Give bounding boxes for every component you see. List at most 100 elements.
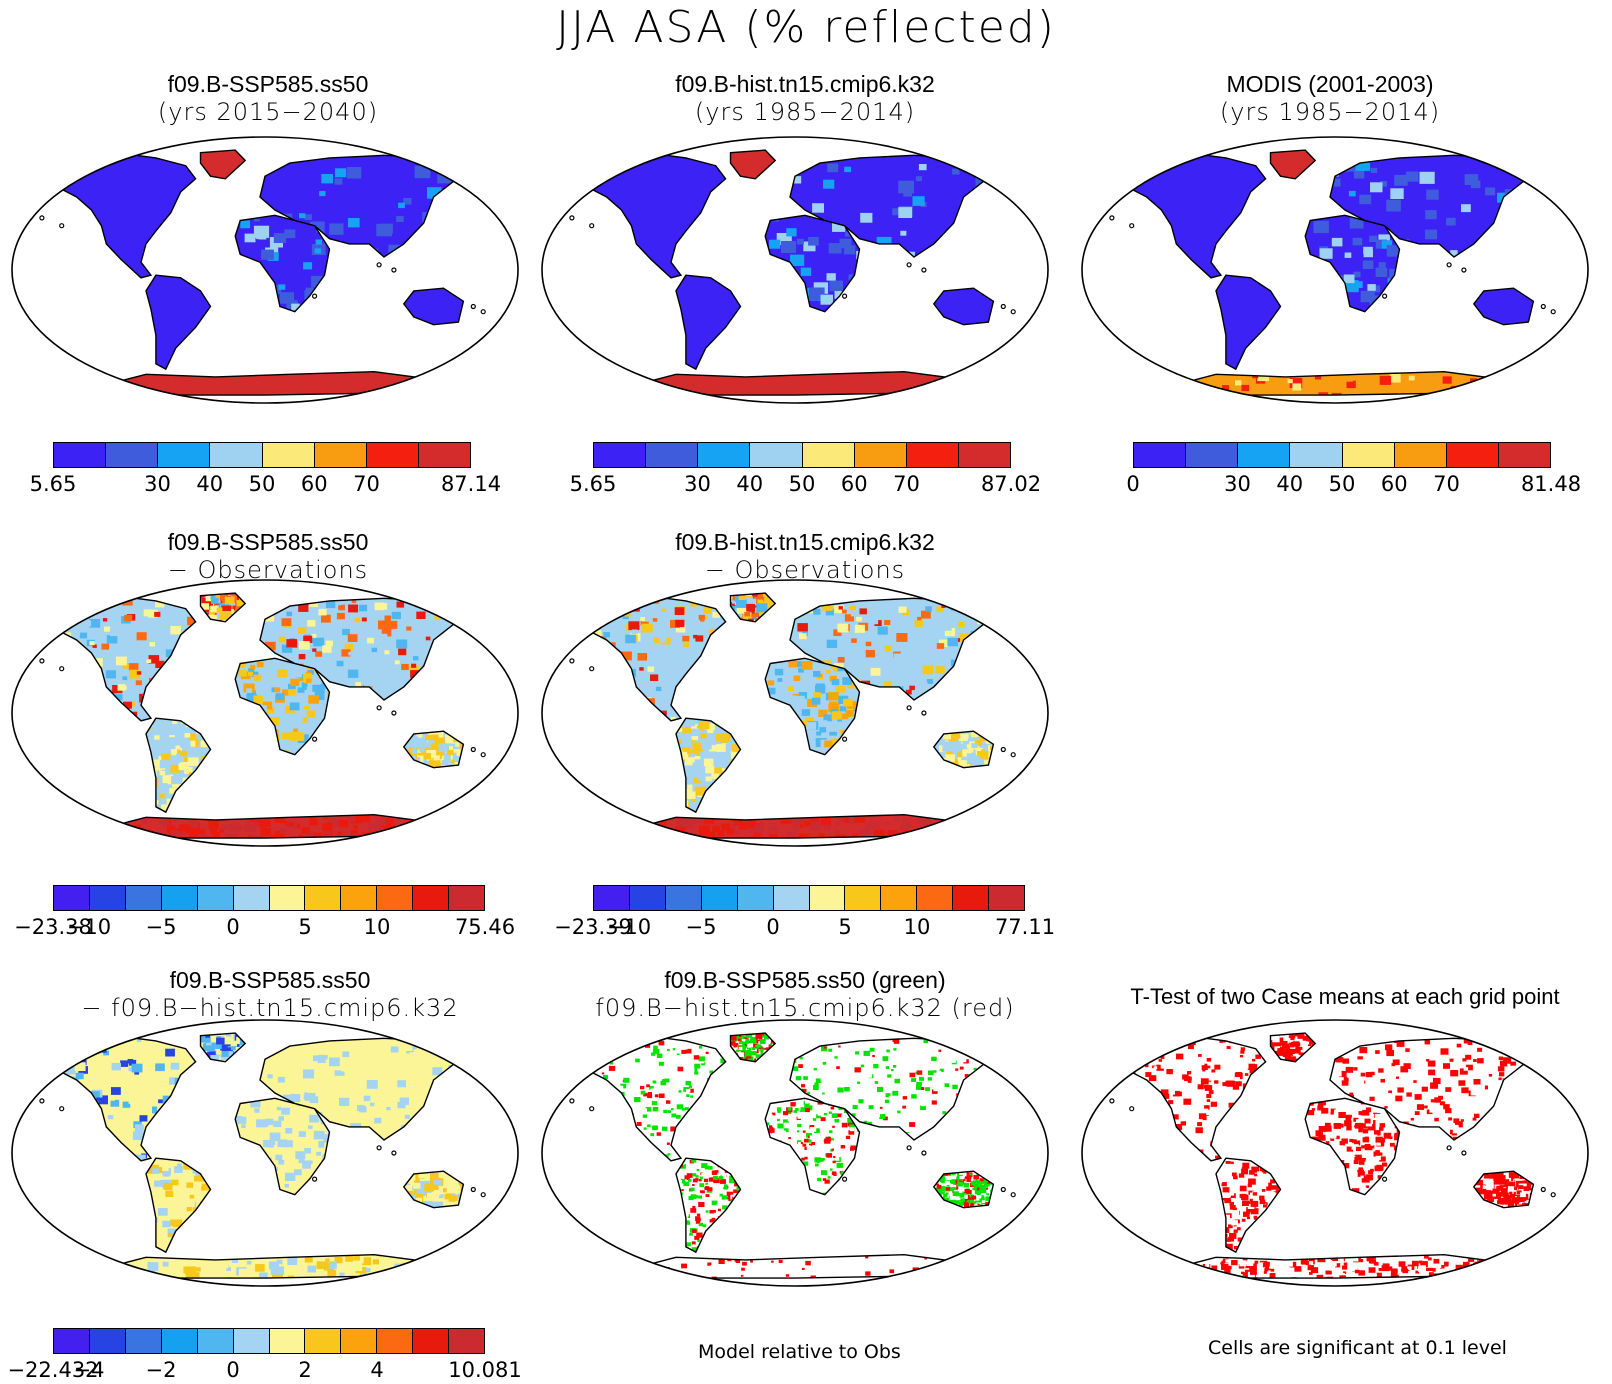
data-cell xyxy=(769,240,780,249)
data-cell xyxy=(953,741,961,747)
data-cell xyxy=(1236,1072,1242,1077)
data-cell xyxy=(942,624,951,631)
data-cell xyxy=(683,642,689,647)
data-cell xyxy=(1198,1084,1204,1089)
data-cell xyxy=(971,1181,976,1185)
data-cell xyxy=(315,248,321,253)
data-cell xyxy=(335,649,341,654)
data-cell xyxy=(703,1224,707,1227)
data-cell xyxy=(739,823,748,830)
data-cell xyxy=(1485,187,1495,195)
data-cell xyxy=(367,1080,378,1089)
data-cell xyxy=(872,1094,875,1096)
data-cell xyxy=(821,817,831,825)
data-cell xyxy=(267,1142,274,1148)
data-cell xyxy=(741,1268,745,1271)
data-cell xyxy=(847,1144,851,1147)
data-cell xyxy=(264,698,269,702)
data-cell xyxy=(661,1081,667,1086)
data-cell xyxy=(679,1090,682,1092)
data-cell xyxy=(277,669,287,677)
data-cell xyxy=(698,1202,704,1207)
data-cell xyxy=(591,604,596,608)
data-cell xyxy=(381,1274,391,1282)
data-cell xyxy=(1320,248,1333,258)
data-cell xyxy=(76,1073,84,1079)
data-cell xyxy=(832,679,840,685)
data-cell xyxy=(941,834,951,842)
data-cell xyxy=(1196,1127,1203,1133)
data-cell xyxy=(985,165,993,171)
data-cell xyxy=(958,622,964,627)
data-cell xyxy=(954,819,965,828)
data-cell xyxy=(821,1117,826,1121)
data-cell xyxy=(295,1151,305,1159)
data-cell xyxy=(887,1074,891,1077)
data-cell xyxy=(962,829,972,837)
data-cell xyxy=(681,1054,687,1058)
data-cell xyxy=(711,755,716,759)
data-cell xyxy=(335,178,343,184)
data-cell xyxy=(982,1195,985,1197)
data-cell xyxy=(638,653,648,661)
data-cell xyxy=(830,1169,833,1171)
data-cell xyxy=(238,681,245,686)
data-cell xyxy=(109,1096,115,1101)
data-cell xyxy=(945,1083,950,1087)
data-cell xyxy=(689,1061,692,1063)
data-cell xyxy=(814,1068,817,1071)
data-cell xyxy=(398,203,405,208)
panel-3-title-line1: MODIS (2001-2003) xyxy=(1170,70,1490,98)
data-cell xyxy=(685,1175,690,1179)
data-cell xyxy=(790,1129,794,1132)
data-cell xyxy=(833,1078,836,1080)
data-cell xyxy=(648,667,655,672)
data-cell xyxy=(662,1127,667,1131)
data-cell xyxy=(161,622,166,626)
data-cell xyxy=(284,229,295,238)
data-cell xyxy=(894,654,903,661)
data-cell xyxy=(699,721,710,729)
data-cell xyxy=(167,1202,174,1208)
data-cell xyxy=(695,1216,701,1221)
data-cell xyxy=(855,625,865,633)
data-cell xyxy=(1166,1055,1171,1059)
data-cell xyxy=(348,605,358,613)
data-cell xyxy=(632,1067,635,1070)
data-cell xyxy=(1235,380,1241,385)
data-cell xyxy=(960,1198,965,1202)
data-cell xyxy=(155,1276,161,1281)
data-cell xyxy=(279,637,286,643)
data-cell xyxy=(885,838,892,844)
data-cell xyxy=(813,1118,816,1121)
data-cell xyxy=(699,1046,702,1049)
data-cell xyxy=(1219,1072,1225,1077)
data-cell xyxy=(704,759,714,767)
data-cell xyxy=(160,760,170,768)
data-cell xyxy=(951,1180,956,1184)
data-cell xyxy=(816,1078,822,1083)
data-cell xyxy=(621,600,626,604)
data-cell xyxy=(701,1190,705,1193)
data-cell xyxy=(958,823,966,829)
data-cell xyxy=(790,1102,795,1106)
data-cell xyxy=(821,1078,825,1081)
data-cell xyxy=(290,1094,300,1102)
data-cell xyxy=(432,1185,439,1190)
data-cell xyxy=(432,605,443,614)
data-cell xyxy=(699,1223,703,1226)
data-cell xyxy=(216,1051,221,1055)
data-cell xyxy=(902,818,912,826)
data-cell xyxy=(860,608,867,614)
data-cell xyxy=(103,618,107,621)
data-cell xyxy=(614,1060,619,1064)
data-cell xyxy=(675,607,685,615)
data-cell xyxy=(725,1200,728,1203)
data-cell xyxy=(416,612,425,619)
data-cell xyxy=(667,1143,670,1145)
data-cell xyxy=(815,1164,819,1167)
data-cell xyxy=(325,1259,329,1262)
data-cell xyxy=(997,1049,1000,1051)
data-cell xyxy=(366,1042,373,1047)
data-cell xyxy=(246,688,252,693)
